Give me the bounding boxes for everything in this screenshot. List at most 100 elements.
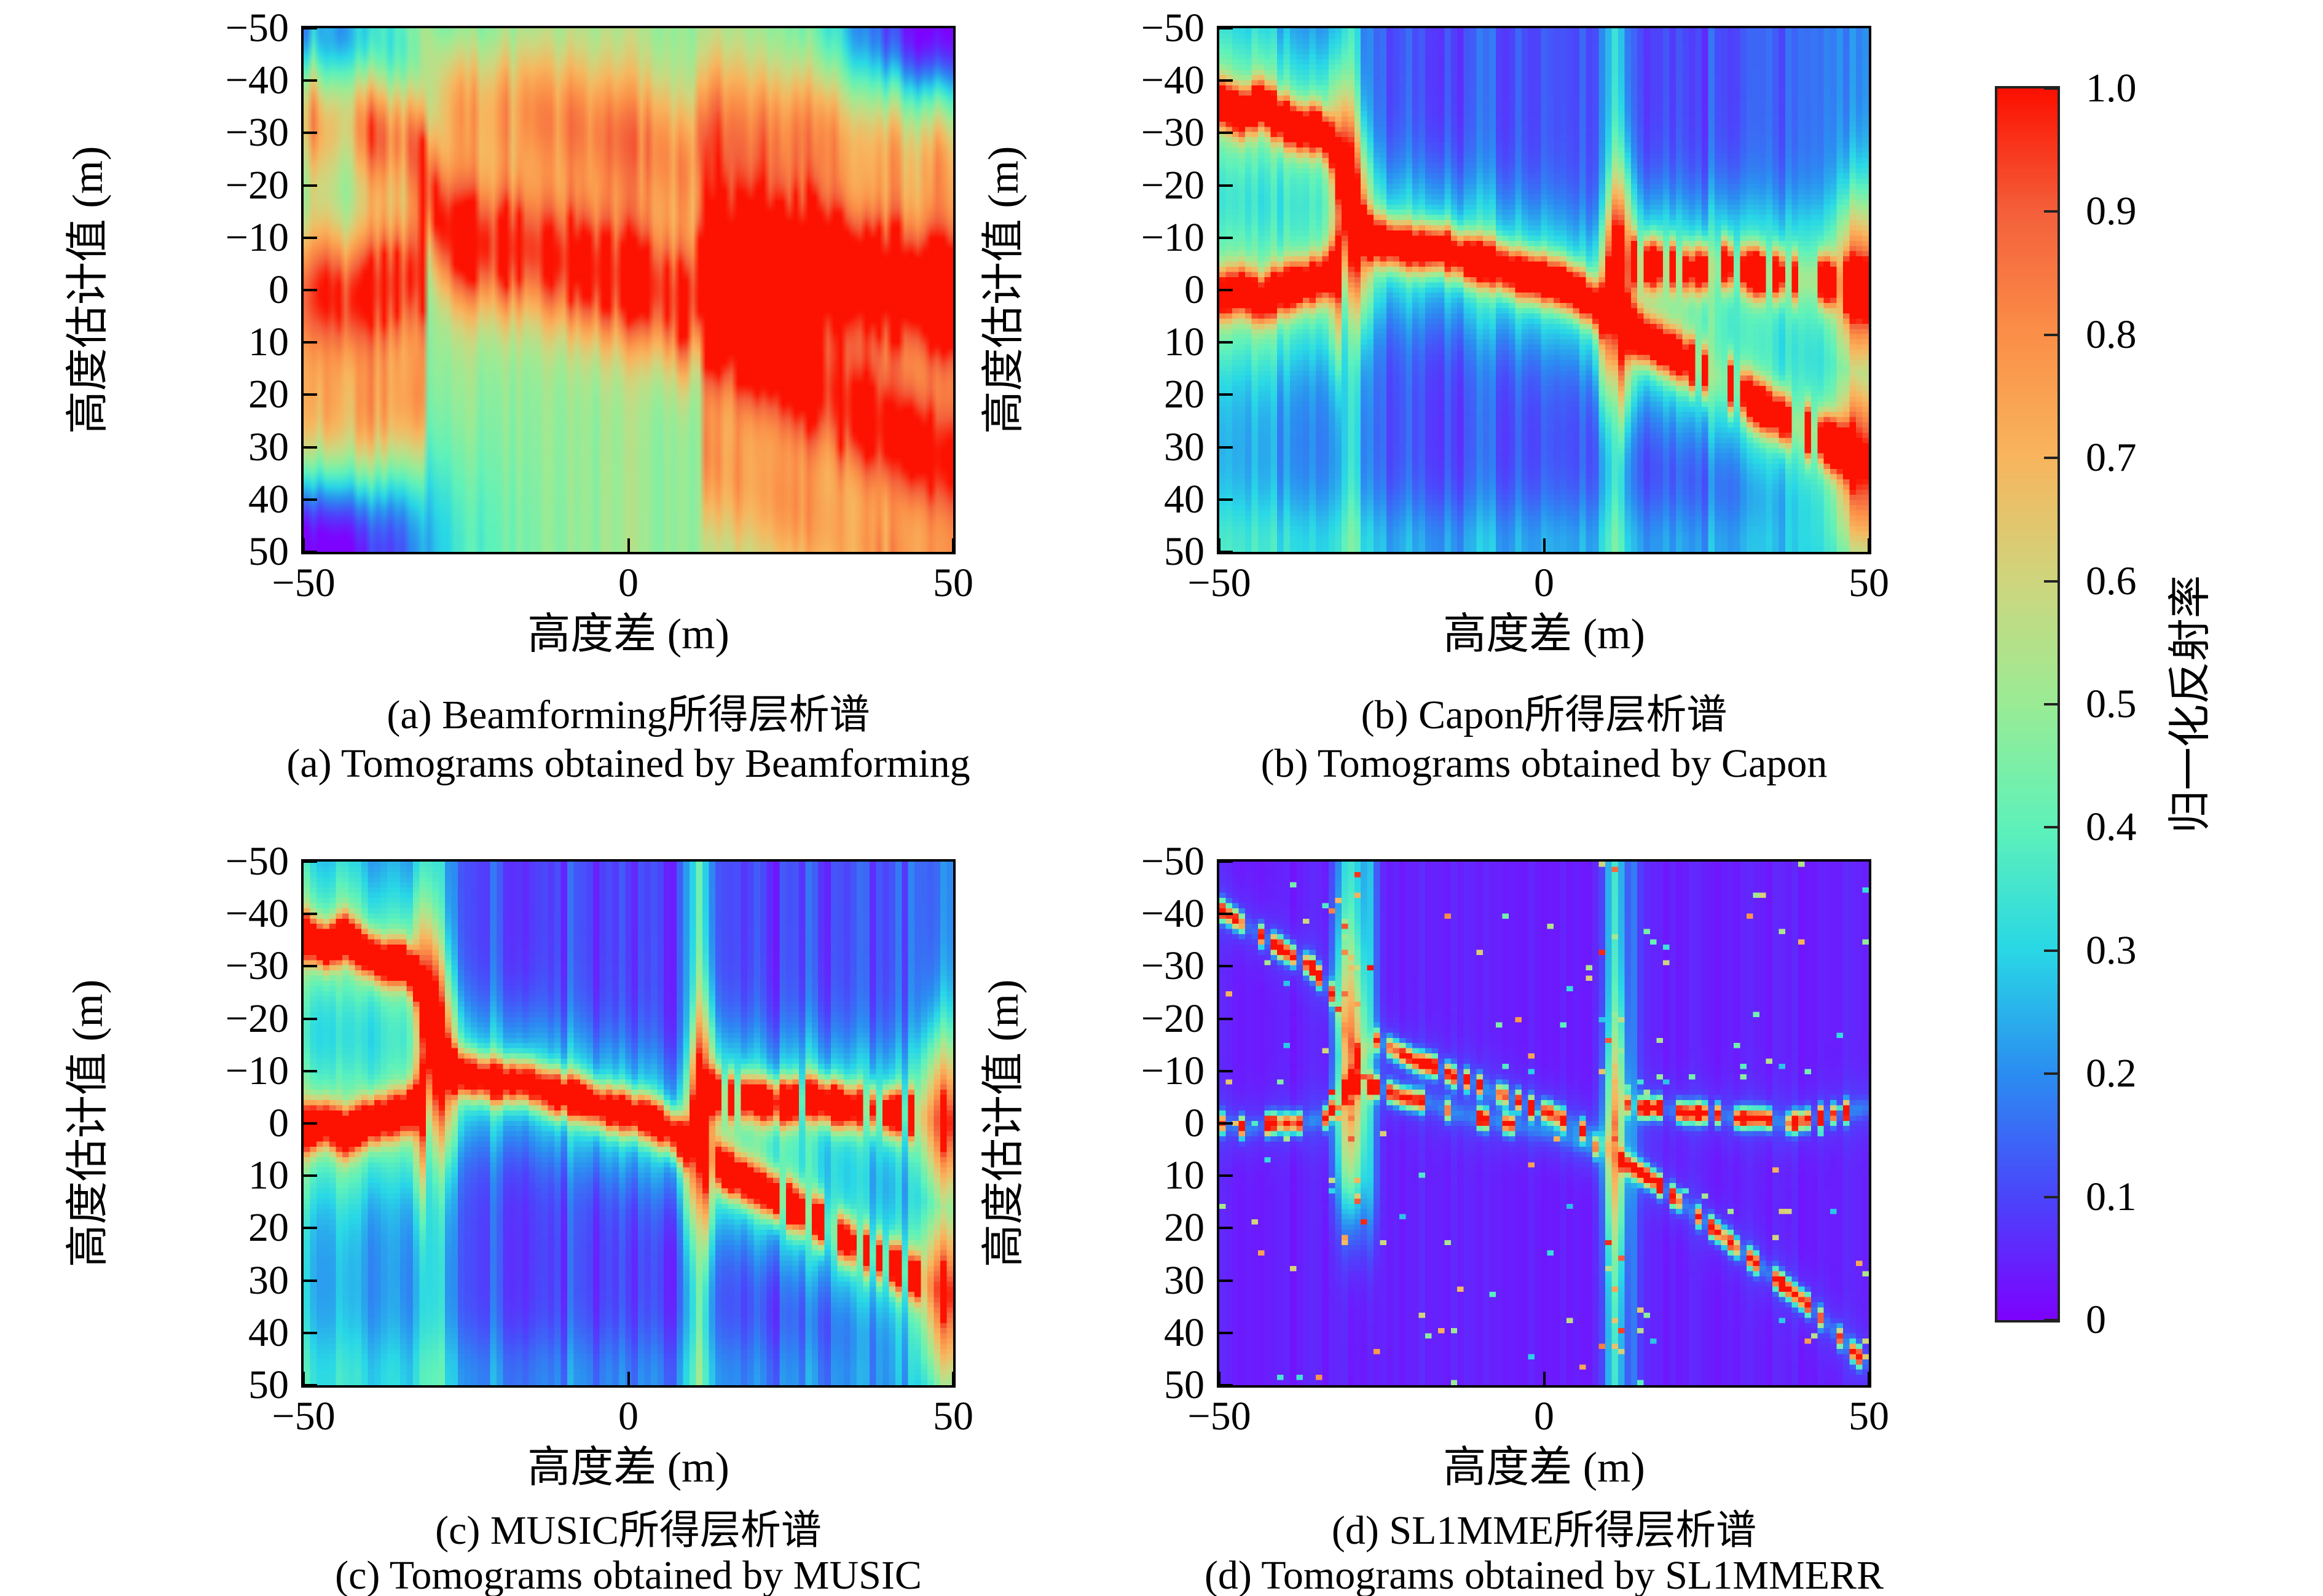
y-tick-label: −30 (225, 110, 289, 155)
colorbar-tick-label: 0.1 (2086, 1174, 2137, 1219)
y-tick-label: −40 (1141, 58, 1205, 103)
y-tick-mark (304, 341, 317, 344)
x-tick-mark (952, 538, 954, 552)
colorbar-tick-label: 1.0 (2086, 66, 2137, 111)
y-tick-mark (304, 498, 317, 501)
x-axis-label: 高度差 (m) (1443, 1444, 1645, 1492)
y-axis-label: 高度估计值 (m) (65, 979, 112, 1268)
caption-en-c: (c) Tomograms obtained by MUSIC (335, 1553, 922, 1596)
y-tick-mark (304, 1122, 317, 1125)
y-tick-label: 20 (1164, 1205, 1205, 1251)
y-tick-mark (1219, 1331, 1233, 1334)
colorbar-tick-label: 0.9 (2086, 189, 2137, 234)
x-tick-label: −50 (1187, 560, 1251, 605)
y-tick-mark (304, 860, 317, 863)
colorbar-tick-label: 0.8 (2086, 312, 2137, 357)
caption-en-d: (d) Tomograms obtained by SL1MMERR (1204, 1553, 1884, 1596)
x-axis-label: 高度差 (m) (1443, 611, 1645, 658)
colorbar-tick-mark (2044, 333, 2058, 336)
x-tick-label: 0 (618, 560, 639, 605)
y-tick-label: 10 (248, 320, 289, 365)
y-tick-mark (304, 1331, 317, 1334)
y-tick-label: −40 (225, 891, 289, 937)
colorbar-tick-label: 0.3 (2086, 927, 2137, 973)
x-tick-mark (627, 538, 630, 552)
x-tick-label: 0 (1534, 560, 1554, 605)
y-tick-mark (1219, 1227, 1233, 1230)
x-axis-label: 高度差 (m) (527, 1444, 729, 1492)
y-tick-mark (1219, 1122, 1233, 1125)
y-tick-label: 20 (248, 1205, 289, 1251)
y-tick-label: −50 (1141, 6, 1205, 50)
y-tick-label: −30 (1141, 110, 1205, 155)
y-tick-label: −50 (1141, 839, 1205, 884)
colorbar-title: 归一化反射率 (2167, 575, 2214, 833)
y-tick-mark (304, 1279, 317, 1282)
y-tick-label: −10 (1141, 214, 1205, 260)
colorbar-tick-mark (2044, 87, 2058, 90)
y-tick-label: −40 (1141, 891, 1205, 937)
y-tick-label: 30 (248, 424, 289, 470)
x-tick-mark (302, 538, 305, 552)
y-tick-mark (1219, 132, 1233, 135)
y-tick-mark (304, 1174, 317, 1177)
colorbar-tick-label: 0.6 (2086, 558, 2137, 603)
y-tick-label: −50 (225, 6, 289, 50)
x-tick-mark (1543, 538, 1546, 552)
y-tick-label: 40 (248, 476, 289, 522)
colorbar-tick-label: 0.7 (2086, 435, 2137, 481)
x-tick-mark (952, 1372, 954, 1385)
colorbar-tick-mark (2044, 949, 2058, 952)
y-tick-mark (1219, 551, 1233, 553)
x-tick-label: 50 (933, 1394, 973, 1439)
y-tick-label: −20 (1141, 996, 1205, 1041)
y-tick-label: 20 (248, 372, 289, 417)
y-tick-mark (304, 551, 317, 553)
y-tick-label: 10 (248, 1153, 289, 1198)
caption-zh-b: (b) Capon所得层析谱 (1361, 693, 1728, 737)
y-tick-mark (1219, 184, 1233, 187)
y-tick-mark (1219, 236, 1233, 239)
heatmap-canvas-d (1219, 862, 1869, 1385)
y-tick-mark (304, 132, 317, 135)
y-tick-mark (1219, 860, 1233, 863)
y-tick-label: 0 (1184, 267, 1205, 312)
y-tick-label: −10 (1141, 1048, 1205, 1093)
y-axis-label: 高度估计值 (m) (980, 979, 1028, 1268)
colorbar-tick-mark (2044, 580, 2058, 583)
x-tick-label: −50 (272, 560, 336, 605)
y-tick-mark (1219, 393, 1233, 396)
y-tick-label: −50 (225, 839, 289, 884)
y-tick-mark (304, 1384, 317, 1386)
y-tick-mark (1219, 27, 1233, 29)
y-tick-mark (304, 446, 317, 449)
y-tick-mark (304, 1069, 317, 1072)
x-tick-mark (1543, 1372, 1546, 1385)
heatmap-canvas-c (304, 862, 953, 1385)
y-tick-mark (304, 1227, 317, 1230)
y-tick-mark (304, 393, 317, 396)
y-tick-label: 40 (248, 1310, 289, 1355)
y-tick-label: 50 (1164, 529, 1205, 574)
y-tick-mark (1219, 1384, 1233, 1386)
colorbar-tick-mark (2044, 826, 2058, 829)
x-tick-mark (627, 1372, 630, 1385)
x-tick-mark (1218, 1372, 1220, 1385)
y-tick-mark (304, 965, 317, 968)
y-tick-mark (304, 27, 317, 29)
y-tick-label: 30 (248, 1257, 289, 1303)
colorbar-tick-mark (2044, 1195, 2058, 1198)
x-tick-label: 50 (933, 560, 973, 605)
y-tick-mark (1219, 1174, 1233, 1177)
colorbar-tick-mark (2044, 1319, 2058, 1321)
y-tick-label: 30 (1164, 1257, 1205, 1303)
colorbar-tick-label: 0 (2086, 1297, 2106, 1342)
y-tick-label: 30 (1164, 424, 1205, 470)
colorbar-tick-mark (2044, 703, 2058, 706)
colorbar-tick-label: 0.4 (2086, 804, 2137, 850)
y-tick-label: −40 (225, 58, 289, 103)
y-tick-mark (304, 236, 317, 239)
caption-en-b: (b) Tomograms obtained by Capon (1260, 741, 1828, 786)
y-tick-mark (1219, 498, 1233, 501)
